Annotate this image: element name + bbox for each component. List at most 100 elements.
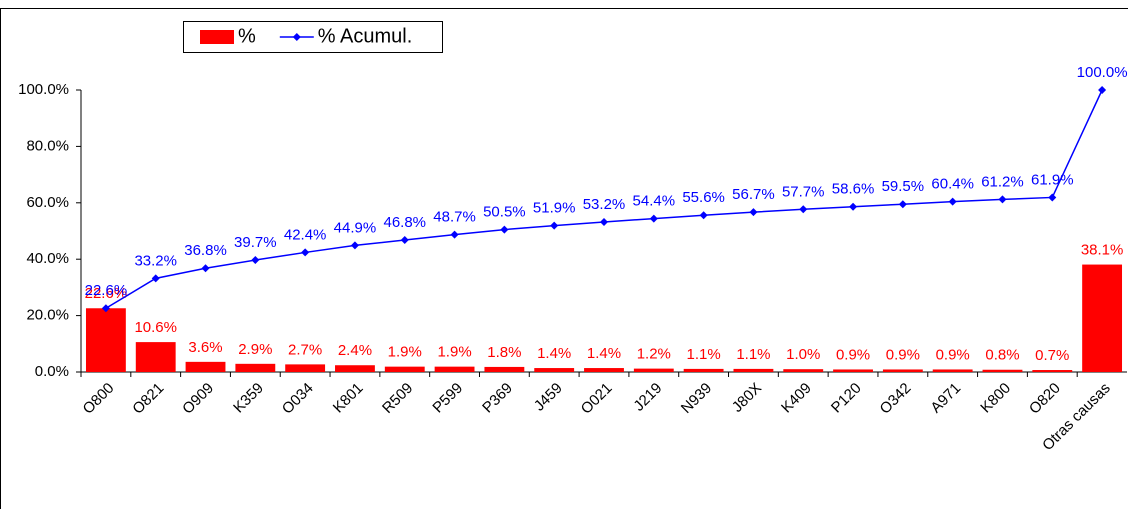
bar: [1082, 264, 1123, 372]
line-marker: [699, 211, 708, 220]
x-tick-label: O034: [279, 380, 317, 418]
x-tick-label: K801: [330, 380, 367, 417]
line-marker: [251, 256, 260, 265]
line-value-label: 39.7%: [234, 234, 277, 251]
line-value-label: 55.6%: [682, 189, 725, 206]
line-marker: [500, 225, 509, 234]
bar-value-label: 3.6%: [188, 339, 222, 356]
x-tick-label: A971: [927, 380, 964, 417]
line-value-label: 46.8%: [383, 214, 426, 231]
y-tick-label: 60.0%: [26, 194, 69, 211]
x-tick-label: O021: [578, 380, 616, 418]
bar-value-label: 1.4%: [537, 345, 571, 362]
bar-value-label: 0.9%: [886, 346, 920, 363]
bar-value-label: 1.0%: [786, 346, 820, 363]
line-marker: [550, 221, 559, 230]
line-value-label: 100.0%: [1077, 64, 1128, 81]
line-marker: [101, 304, 110, 313]
bar: [285, 364, 326, 372]
x-tick-label: O342: [877, 380, 915, 418]
line-value-label: 36.8%: [184, 242, 227, 259]
bar: [534, 368, 575, 372]
line-value-label: 54.4%: [633, 193, 676, 210]
y-tick-label: 100.0%: [18, 81, 69, 98]
bar: [185, 361, 226, 372]
line-value-label: 48.7%: [433, 209, 476, 226]
line-marker: [749, 208, 758, 217]
line-value-label: 53.2%: [583, 196, 626, 213]
bar: [484, 366, 525, 372]
x-tick-label: J80X: [729, 380, 765, 416]
line-value-label: 50.5%: [483, 204, 526, 221]
bar-value-label: 1.2%: [637, 346, 671, 363]
line-marker: [799, 205, 808, 214]
x-tick-label: K409: [778, 380, 815, 417]
bar-value-label: 1.8%: [487, 344, 521, 361]
bar-value-label: 0.9%: [836, 346, 870, 363]
line-marker: [350, 241, 359, 250]
line-marker: [151, 274, 160, 283]
line-value-label: 57.7%: [782, 183, 825, 200]
bar: [633, 368, 674, 372]
x-tick-label: O909: [179, 380, 217, 418]
line-marker: [201, 264, 210, 273]
line-marker: [450, 230, 459, 239]
y-tick-label: 80.0%: [26, 137, 69, 154]
bar: [85, 308, 126, 372]
legend-label: %: [238, 25, 256, 47]
line-marker: [1098, 86, 1107, 94]
line-value-label: 56.7%: [732, 186, 775, 203]
legend-marker: [292, 33, 301, 41]
y-tick-label: 20.0%: [26, 307, 69, 324]
bar: [1032, 370, 1073, 372]
bar-value-label: 0.7%: [1035, 347, 1069, 364]
line-value-label: 51.9%: [533, 200, 576, 217]
line-value-label: 42.4%: [284, 226, 327, 243]
x-tick-label: P599: [429, 380, 466, 417]
line-value-label: 22.6%: [85, 282, 128, 299]
bar: [584, 368, 624, 372]
bar: [135, 342, 176, 372]
x-tick-label: R509: [379, 380, 416, 417]
x-tick-label: N939: [678, 380, 715, 417]
bar: [783, 369, 824, 372]
bar-value-label: 1.9%: [437, 344, 471, 361]
x-tick-label: J219: [630, 380, 665, 415]
bar-value-label: 10.6%: [134, 319, 177, 336]
bar: [733, 368, 774, 372]
bar-value-label: 2.4%: [338, 342, 372, 359]
x-tick-label: P120: [828, 380, 865, 417]
bar: [335, 365, 375, 372]
x-tick-label: O821: [129, 380, 167, 418]
bar-value-label: 0.8%: [985, 347, 1019, 364]
line-marker: [301, 248, 310, 257]
bar-value-label: 0.9%: [936, 346, 970, 363]
x-tick-label: O820: [1026, 380, 1064, 418]
x-tick-label: K359: [230, 380, 267, 417]
bar: [882, 369, 923, 372]
x-tick-label: O800: [80, 380, 118, 418]
bar-value-label: 1.1%: [687, 346, 721, 363]
bar-value-label: 1.4%: [587, 345, 621, 362]
line-marker: [998, 195, 1007, 204]
line-marker: [849, 202, 858, 211]
bar: [683, 368, 724, 372]
line-value-label: 33.2%: [134, 252, 177, 269]
bar-value-label: 22.6%: [85, 285, 128, 302]
bar-value-label: 2.7%: [288, 341, 322, 358]
line-value-label: 61.2%: [981, 173, 1024, 190]
bar-value-label: 1.1%: [736, 346, 770, 363]
line-value-label: 44.9%: [334, 219, 377, 236]
line-marker: [400, 236, 409, 245]
y-tick-label: 0.0%: [35, 363, 69, 380]
bar-value-label: 2.9%: [238, 341, 272, 358]
line-marker: [898, 200, 907, 209]
line-marker: [1048, 193, 1057, 202]
chart-frame: [0, 8, 1128, 509]
x-tick-label: P369: [479, 380, 516, 417]
bar: [384, 366, 425, 372]
bar-value-label: 38.1%: [1081, 242, 1124, 259]
bar: [434, 366, 475, 372]
x-tick-label: J459: [531, 380, 566, 415]
